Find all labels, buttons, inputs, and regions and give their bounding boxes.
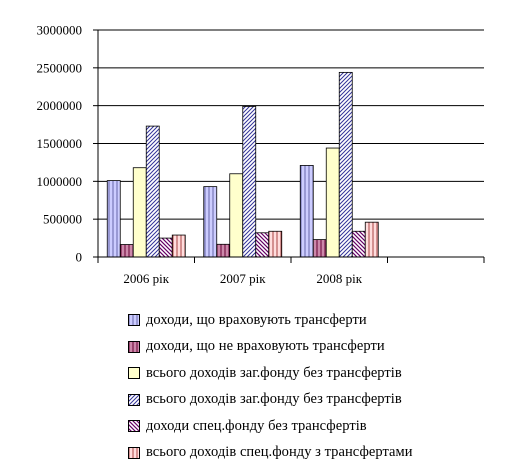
y-tick-label: 2500000 [37,60,83,75]
chart: 0 500000 1000000 1500000 2000000 2500000 30000… [37,23,485,286]
legend-label: доходи, що враховують трансферти [146,311,367,328]
legend-label: всього доходів спец.фонду з трансфертами [146,444,413,461]
bar [119,244,134,258]
bar [299,165,314,258]
legend-item: доходи, що враховують трансферти [128,307,523,334]
legend-swatch [128,446,140,459]
x-axis-labels: 2006 рік 2007 рік 2008 рік [123,271,362,286]
axes [97,30,485,263]
bar [325,147,340,258]
y-tick-label: 2000000 [37,98,83,113]
legend-swatch [128,393,140,406]
bar [106,180,121,258]
bars [106,71,379,258]
legend-item: всього доходів спец.фонду з трансфертами [128,440,523,467]
legend-label: доходи спец.фонду без трансфертів [146,417,367,434]
bar [216,243,231,258]
legend-item: всього доходів заг.фонду без трансфертів [128,387,523,414]
y-tick-label: 0 [76,250,83,265]
legend-label: доходи, що не враховують трансферти [146,338,385,355]
legend-label: всього доходів заг.фонду без трансфертів [146,391,402,408]
y-axis-ticks: 0 500000 1000000 1500000 2000000 2500000 30000… [37,23,98,265]
legend-label: всього доходів заг.фонду без трансфертів [146,364,402,381]
bar [364,221,379,258]
x-category-label: 2008 рік [316,271,362,286]
legend-item: доходи, що не враховують трансферти [128,334,523,361]
legend-item: доходи спец.фонду без трансфертів [128,413,523,440]
y-tick-label: 500000 [43,212,82,227]
y-tick-label: 1000000 [37,174,83,189]
bar [255,232,270,258]
bar [338,71,353,258]
bar [158,237,173,258]
y-tick-label: 3000000 [37,23,83,38]
legend: доходи, що враховують трансферти доходи,… [128,307,523,466]
bar [203,186,218,258]
legend-swatch [128,340,140,353]
x-category-label: 2006 рік [123,271,169,286]
bar [132,167,147,258]
bar [242,106,257,258]
gridlines [98,29,484,220]
y-tick-label: 1500000 [37,136,83,151]
bar [229,173,244,258]
legend-swatch [128,420,140,433]
bar [268,230,283,258]
legend-swatch [128,367,140,380]
bar [145,125,160,258]
legend-swatch [128,314,140,327]
bar [171,234,186,258]
bar [312,239,327,258]
x-category-label: 2007 рік [220,271,266,286]
legend-item: всього доходів заг.фонду без трансфертів [128,360,523,387]
bar [351,230,366,258]
